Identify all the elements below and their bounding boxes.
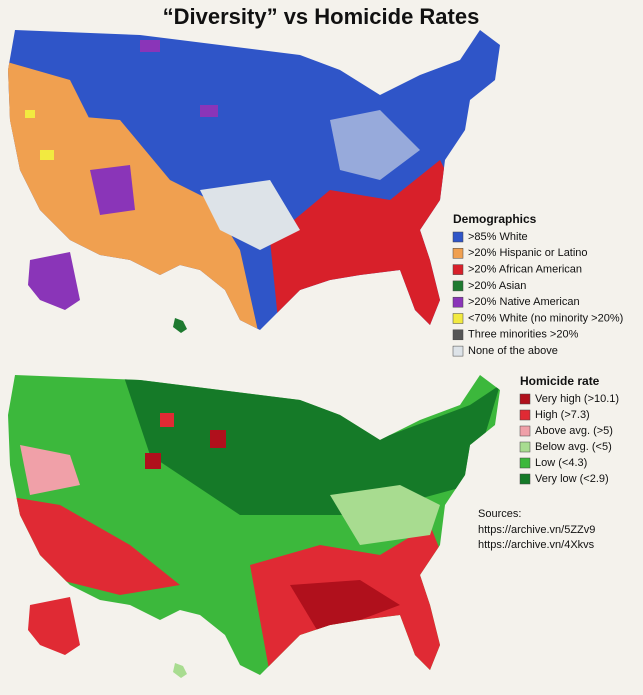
- legend-swatch: [519, 457, 531, 469]
- legend-label: Very low (<2.9): [535, 473, 609, 485]
- legend-label: <70% White (no minority >20%): [468, 312, 623, 324]
- legend-swatch: [452, 248, 464, 259]
- legend-title: Homicide rate: [520, 374, 600, 388]
- legend-label: >20% Native American: [468, 296, 580, 308]
- source-link: https://archive.vn/5ZZv9: [478, 524, 595, 536]
- legend-label: Low (<4.3): [535, 457, 587, 469]
- legend-swatch: [519, 473, 531, 485]
- title: “Diversity” vs Homicide Rates: [163, 4, 480, 29]
- legend-label: Above avg. (>5): [535, 425, 613, 437]
- sources-label: Sources:: [478, 508, 521, 520]
- legend-label: >20% African American: [468, 264, 582, 276]
- legend-swatch: [519, 409, 531, 421]
- legend-swatch: [452, 231, 464, 243]
- homicide-map: [8, 375, 500, 678]
- legend-label: >85% White: [468, 231, 528, 243]
- legend-label: >20% Asian: [468, 280, 526, 292]
- legend-label: Three minorities >20%: [468, 329, 579, 341]
- legend-label: High (>7.3): [535, 409, 590, 421]
- legend-swatch: [519, 393, 531, 405]
- legend-label: Very high (>10.1): [535, 393, 619, 405]
- legend-swatch: [519, 441, 531, 453]
- legend-label: >20% Hispanic or Latino: [468, 247, 588, 259]
- legend-swatch: [452, 329, 464, 341]
- legend-title: Demographics: [453, 212, 537, 226]
- legend-label: None of the above: [468, 345, 558, 357]
- legend-swatch: [519, 425, 531, 437]
- legend-swatch: [452, 280, 464, 292]
- legend-swatch: [452, 345, 464, 357]
- legend-label: Below avg. (<5): [535, 441, 612, 453]
- legend-swatch: [452, 313, 464, 324]
- legend-swatch: [452, 264, 464, 275]
- legend-swatch: [452, 296, 464, 308]
- source-link: https://archive.vn/4Xkvs: [478, 539, 595, 551]
